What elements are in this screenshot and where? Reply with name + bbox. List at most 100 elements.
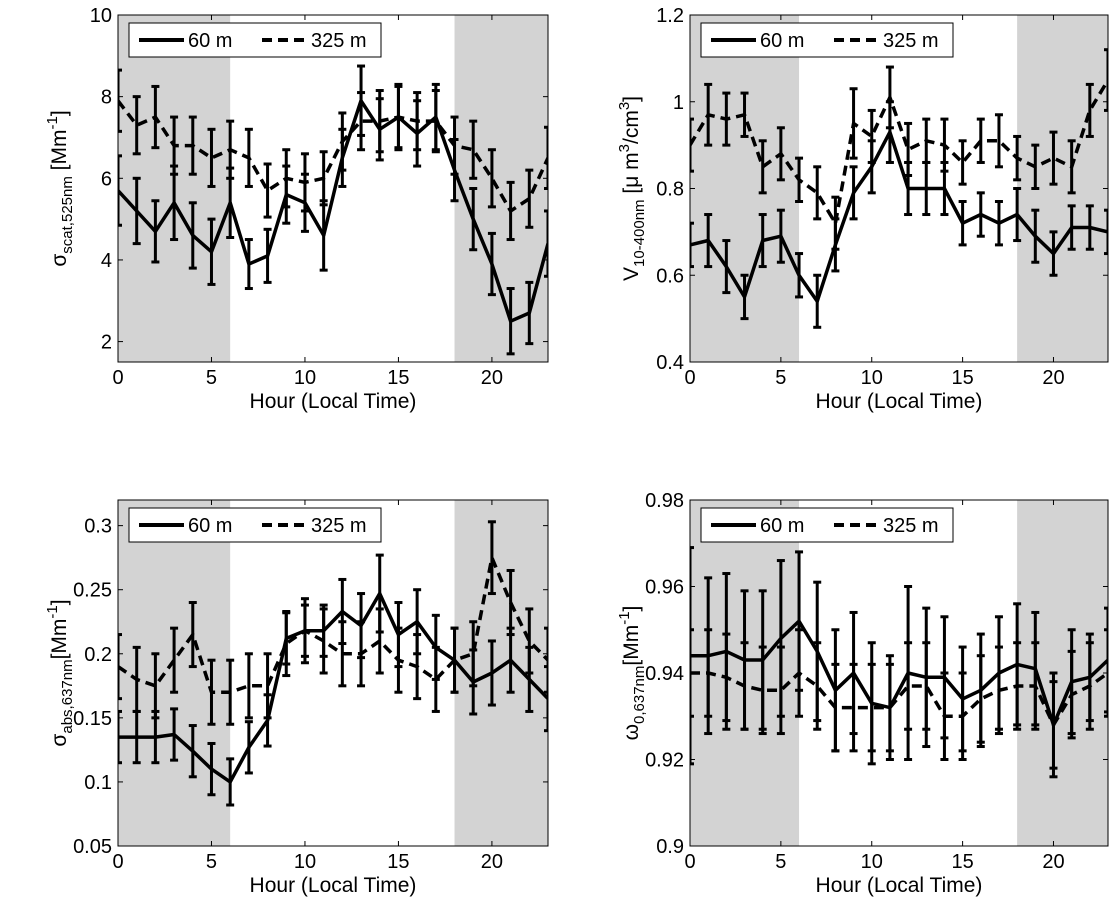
y-axis-label-unit-post: ] [48,599,71,605]
legend-label-60m: 60 m [188,30,232,52]
y-axis-label-unit-post: ] [620,606,643,612]
x-tick-label: 5 [206,851,217,873]
error-bar [118,633,122,701]
x-tick-label: 0 [112,367,123,389]
error-bar [1049,130,1058,186]
error-bar [849,662,858,753]
y-axis-label-unit-pre: [μ m [620,152,643,199]
x-tick-label: 15 [951,367,973,389]
legend-label-60m: 60 m [188,515,232,537]
x-axis-label: Hour (Local Time) [816,390,983,413]
error-bar [904,641,913,731]
error-bar [867,108,876,164]
error-bar [263,652,272,720]
x-tick-label: 20 [1042,367,1064,389]
x-tick-label: 10 [294,367,316,389]
y-axis-label-sym: σ [48,254,71,267]
y-axis-label-sub: scat,525nm [59,176,76,254]
y-tick-label: 0.1 [84,772,112,794]
error-bar [357,91,366,152]
series-line-325m [118,555,548,694]
y-axis-label-unit-sup: 3 [616,144,633,152]
x-tick-label: 20 [481,367,503,389]
error-bar [244,652,253,720]
series-line-60m [690,619,1108,727]
error-bar [976,654,985,744]
y-tick-label: 0.2 [84,644,112,666]
y-axis-label-unit-post: ] [620,96,643,102]
error-bar [151,652,160,720]
y-axis-label-unit-sup2: 3 [616,102,633,110]
error-bar [544,125,548,190]
plot-series [118,520,548,807]
series-line-60m [118,591,548,784]
error-bar [690,221,694,269]
x-tick-label: 10 [861,367,883,389]
error-bar [1104,208,1108,256]
y-tick-label: 1.2 [656,5,684,27]
legend: 60 m 325 m [128,507,382,543]
shaded-region [454,500,548,846]
x-tick-label: 20 [1042,851,1064,873]
error-bar [431,645,440,713]
y-tick-label: 6 [101,168,112,190]
y-axis-label-unit-sup: -1 [44,605,61,618]
legend-label-325m: 325 m [883,30,939,52]
x-axis-label: Hour (Local Time) [250,874,417,897]
y-axis-label-unit-sup: -1 [616,611,633,624]
error-bar [525,607,534,675]
x-axis-label: Hour (Local Time) [816,874,983,897]
y-tick-label: 0.3 [84,516,112,538]
x-tick-label: 20 [481,851,503,873]
error-bar [544,209,548,278]
error-bar [487,520,496,596]
y-tick-label: 2 [101,332,112,354]
chart-panel-3: 0 5 10 15 20 0.05 0.1 0.15 0.2 0.25 0.3 Hour (Local… [44,499,549,897]
error-bar [469,620,478,688]
error-bar [813,165,822,221]
error-bar [690,628,694,718]
error-bar [118,154,122,227]
y-tick-label: 0.8 [656,179,684,201]
error-bar [958,139,967,186]
legend-label-60m: 60 m [760,515,804,537]
y-tick-label: 0.94 [645,663,684,685]
error-bar [118,68,122,133]
y-axis-label-unit-pre: [Mm [48,130,71,177]
error-bar [1104,628,1108,718]
y-axis-label-sym: ω [620,724,643,740]
error-bar [690,117,694,173]
error-bar [758,645,767,736]
error-bar [487,148,496,209]
x-tick-label: 15 [387,851,409,873]
x-tick-label: 10 [294,851,316,873]
y-axis-label: σscat,525nm [Mm-1] [44,110,76,266]
series-line-325m [690,79,1108,225]
y-axis-label-unit-mid: /cm [620,110,643,144]
x-tick-label: 10 [861,851,883,873]
x-tick-label: 0 [112,851,123,873]
error-bar [758,139,767,195]
error-bar [831,195,840,251]
x-tick-label: 0 [684,851,695,873]
error-bar [1104,48,1108,112]
y-tick-label: 0.4 [656,352,684,374]
x-tick-label: 5 [775,851,786,873]
legend-label-325m: 325 m [883,515,939,537]
error-bar [904,121,913,177]
plot-series [690,546,1108,779]
y-axis-label-sub: 0,637nm [631,666,648,724]
y-tick-label: 1 [673,92,684,114]
y-axis-label-unit-pre: [Mm [620,625,643,666]
y-tick-label: 4 [101,250,112,272]
y-tick-label: 0.92 [645,750,684,772]
y-tick-label: 0.98 [645,490,684,512]
y-tick-label: 0.15 [73,708,112,730]
x-axis-label: Hour (Local Time) [250,390,417,413]
series-line-60m [690,130,1108,304]
y-axis-label-unit-post: ] [48,110,71,116]
legend: 60 m 325 m [128,22,382,58]
y-axis-label: σabs,637nm[Mm-1] [44,599,76,746]
y-axis-label-sym: V [620,267,643,281]
legend-label-325m: 325 m [311,30,367,52]
